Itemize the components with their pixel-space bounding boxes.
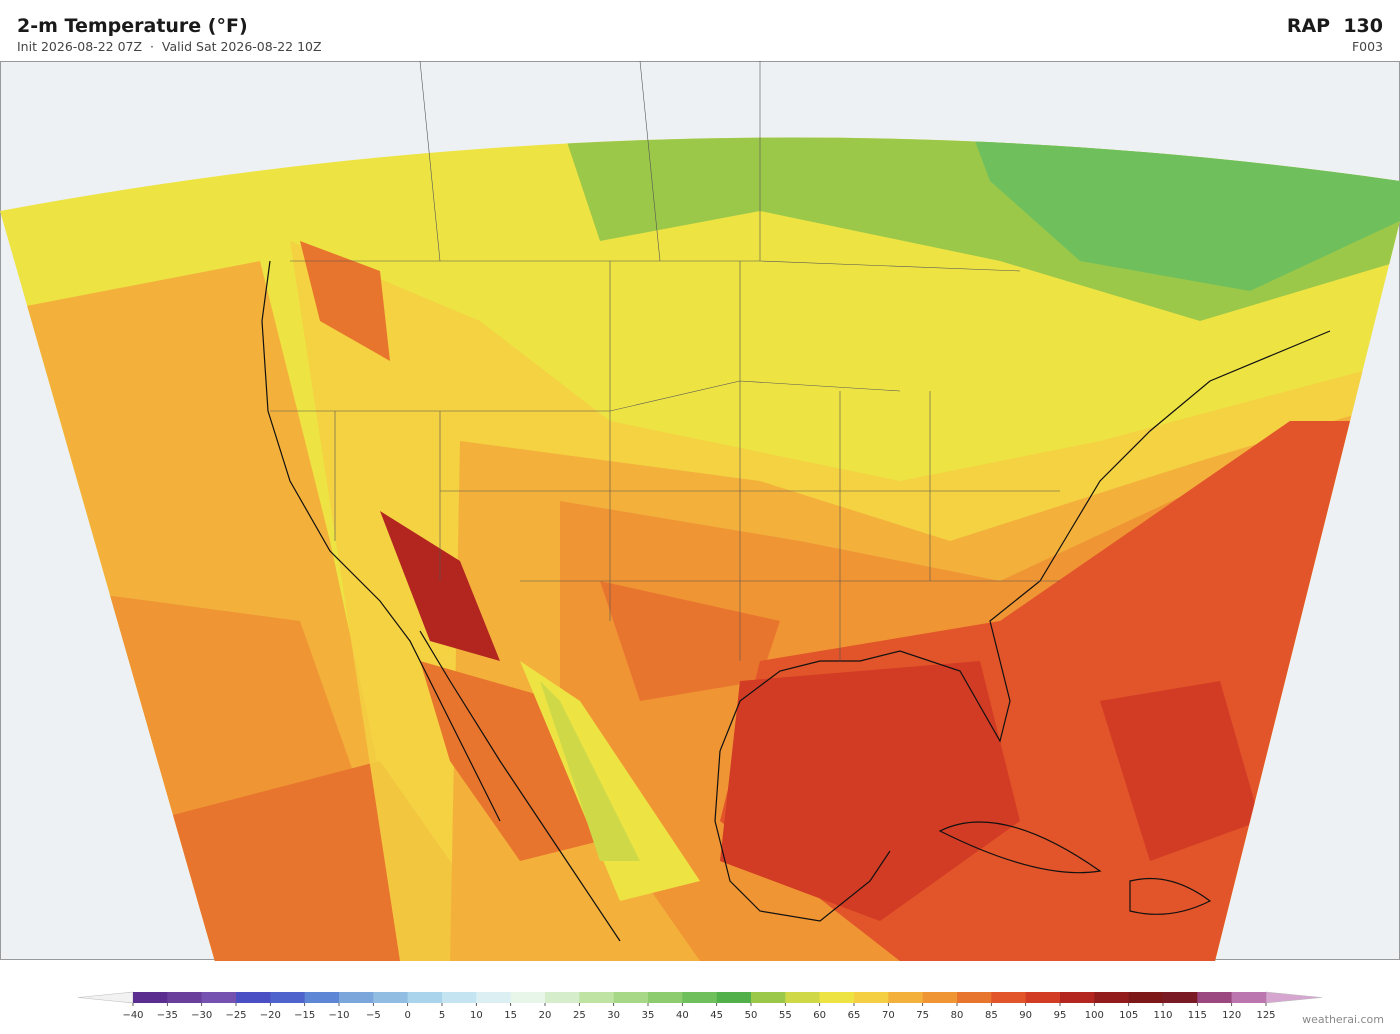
forecast-hour: F003: [1351, 39, 1383, 54]
colorbar-swatch: [751, 992, 786, 1003]
colorbar-swatch: [1128, 992, 1164, 1003]
colorbar-swatch: [339, 992, 374, 1003]
model-name: RAP 130: [1286, 15, 1383, 37]
colorbar-tick-label: 75: [916, 1010, 929, 1021]
colorbar-tick-label: −10: [328, 1010, 349, 1021]
subtitle: Init 2026-08-22 07Z · Valid Sat 2026-08-…: [17, 39, 322, 54]
footer: weatherai.com: [1302, 1013, 1384, 1026]
colorbar-tick-label: −30: [191, 1010, 212, 1021]
colorbar-swatch: [648, 992, 683, 1003]
colorbar-tick-label: −35: [157, 1010, 178, 1021]
colorbar-swatch: [133, 992, 168, 1003]
colorbar-swatch: [304, 992, 340, 1003]
colorbar-swatch: [854, 992, 889, 1003]
colorbar-tick-label: 95: [1054, 1010, 1067, 1021]
colorbar-swatch: [579, 992, 614, 1003]
colorbar-swatch: [510, 992, 546, 1003]
colorbar-tick-label: −25: [225, 1010, 246, 1021]
colorbar-swatch: [1025, 992, 1061, 1003]
colorbar-swatch: [201, 992, 237, 1003]
colorbar-tick-label: 50: [745, 1010, 758, 1021]
colorbar-tick-label: 40: [676, 1010, 689, 1021]
colorbar-swatch: [957, 992, 992, 1003]
colorbar-tick-label: 10: [470, 1010, 483, 1021]
colorbar-tick-label: 110: [1153, 1010, 1172, 1021]
colorbar-tick-label: 100: [1085, 1010, 1104, 1021]
colorbar-tick-label: 35: [642, 1010, 655, 1021]
colorbar-tick-label: 5: [439, 1010, 445, 1021]
colorbar-swatch: [407, 992, 443, 1003]
colorbar-swatch: [167, 992, 202, 1003]
colorbar-swatch: [1231, 992, 1267, 1003]
colorbar-swatch: [716, 992, 752, 1003]
colorbar-tick-label: −15: [294, 1010, 315, 1021]
colorbar-swatch: [1163, 992, 1198, 1003]
colorbar-tick-label: 30: [607, 1010, 620, 1021]
colorbar-swatch: [442, 992, 477, 1003]
colorbar-tick-label: 115: [1188, 1010, 1207, 1021]
colorbar-tick-label: 70: [882, 1010, 895, 1021]
temperature-field: [0, 137, 1400, 961]
colorbar-tick-label: 20: [539, 1010, 552, 1021]
colorbar-swatch: [682, 992, 717, 1003]
colorbar-swatch: [888, 992, 923, 1003]
colorbar-tick-label: 65: [848, 1010, 861, 1021]
colorbar-tick-label: 120: [1222, 1010, 1241, 1021]
colorbar-tick-label: 105: [1119, 1010, 1138, 1021]
colorbar-tick-label: 55: [779, 1010, 792, 1021]
colorbar-swatch: [785, 992, 820, 1003]
colorbar-swatch: [476, 992, 511, 1003]
colorbar-under: [77, 991, 134, 1004]
colorbar-tick-label: 90: [1019, 1010, 1032, 1021]
colorbar-tick-label: 45: [710, 1010, 723, 1021]
colorbar-tick-label: 25: [573, 1010, 586, 1021]
colorbar-tick-label: −40: [122, 1010, 143, 1021]
colorbar-swatch: [270, 992, 305, 1003]
colorbar-tick-label: −20: [260, 1010, 281, 1021]
colorbar-tick-label: −5: [366, 1010, 381, 1021]
colorbar: −40 −35 −30 −25 −20 −15 −10 −5 0 5 10 15 20 25 30 35 40 4…: [77, 991, 1323, 1021]
colorbar-swatch: [1094, 992, 1129, 1003]
colorbar-swatch: [991, 992, 1026, 1003]
coastlines: [261, 260, 1331, 942]
colorbar-tick-label: 80: [951, 1010, 964, 1021]
colorbar-swatch: [613, 992, 649, 1003]
colorbar-tick-label: 85: [985, 1010, 998, 1021]
colorbar-swatch: [1197, 992, 1232, 1003]
colorbar-tick-label: 15: [504, 1010, 517, 1021]
colorbar-tick-label: 60: [813, 1010, 826, 1021]
colorbar-tick-label: 0: [404, 1010, 410, 1021]
title: 2-m Temperature (°F): [17, 15, 248, 37]
colorbar-swatch: [1060, 992, 1095, 1003]
map: [0, 61, 1400, 961]
colorbar-tick-label: 125: [1256, 1010, 1275, 1021]
colorbar-swatch: [236, 992, 271, 1003]
colorbar-swatch: [922, 992, 958, 1003]
state-borders: [270, 61, 1060, 661]
colorbar-swatch: [819, 992, 855, 1003]
colorbar-swatch: [545, 992, 580, 1003]
colorbar-swatch: [373, 992, 408, 1003]
colorbar-over: [1265, 991, 1323, 1004]
